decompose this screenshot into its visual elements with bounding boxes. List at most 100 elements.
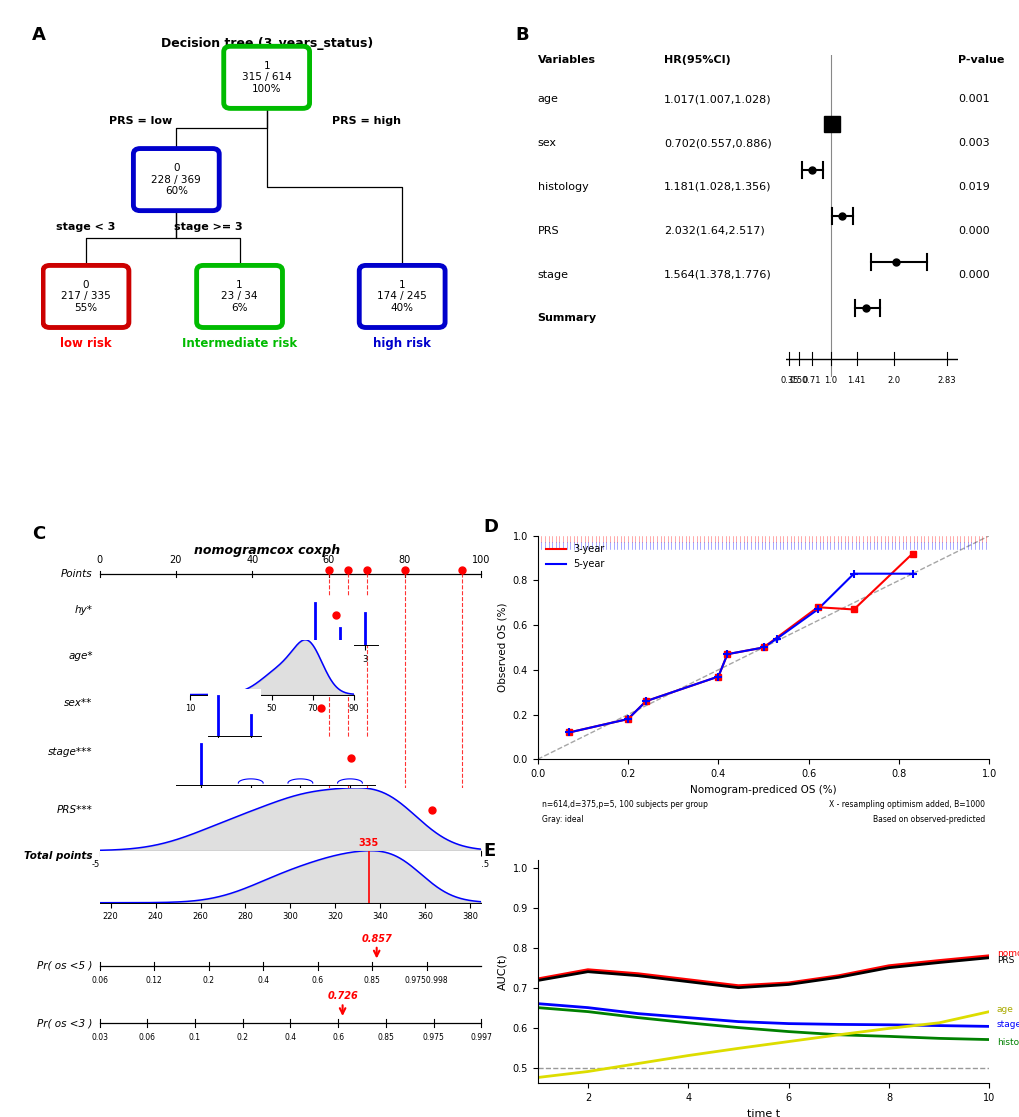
Text: 1
315 / 614
100%: 1 315 / 614 100% bbox=[242, 60, 291, 94]
Text: 0.12: 0.12 bbox=[146, 975, 162, 984]
Text: 0: 0 bbox=[97, 555, 103, 565]
Text: low risk: low risk bbox=[60, 337, 112, 351]
Text: 0.06: 0.06 bbox=[139, 1033, 156, 1042]
FancyBboxPatch shape bbox=[43, 266, 128, 327]
Text: sex: sex bbox=[537, 139, 556, 149]
5-year bbox=[757, 641, 769, 655]
Text: sex**: sex** bbox=[64, 698, 93, 708]
Text: 1
174 / 245
40%: 1 174 / 245 40% bbox=[377, 280, 427, 313]
Text: nomogramcox coxph: nomogramcox coxph bbox=[194, 544, 339, 557]
X-axis label: Nomogram-prediced OS (%): Nomogram-prediced OS (%) bbox=[690, 784, 836, 794]
Text: 0.003: 0.003 bbox=[957, 139, 988, 149]
Text: X - resampling optimism added, B=1000: X - resampling optimism added, B=1000 bbox=[828, 800, 984, 809]
3-year bbox=[847, 603, 859, 617]
5-year bbox=[770, 632, 783, 646]
Text: 0.4: 0.4 bbox=[257, 975, 269, 984]
Text: Decision tree (3_years_status): Decision tree (3_years_status) bbox=[160, 37, 372, 50]
Text: 0.2: 0.2 bbox=[236, 1033, 249, 1042]
Text: Pr( os <5 ): Pr( os <5 ) bbox=[38, 961, 93, 971]
Text: 0.726: 0.726 bbox=[327, 991, 358, 1001]
Text: n=614,d=375,p=5, 100 subjects per group: n=614,d=375,p=5, 100 subjects per group bbox=[542, 800, 707, 809]
Text: 0
217 / 335
55%: 0 217 / 335 55% bbox=[61, 280, 111, 313]
Text: 0.857: 0.857 bbox=[361, 934, 391, 944]
X-axis label: time t: time t bbox=[746, 1109, 780, 1117]
Text: 80: 80 bbox=[398, 555, 411, 565]
Text: 20: 20 bbox=[169, 555, 181, 565]
Text: 0.019: 0.019 bbox=[957, 182, 988, 192]
3-year bbox=[622, 713, 634, 726]
Text: PRS: PRS bbox=[537, 226, 558, 236]
Text: 0.997: 0.997 bbox=[470, 1033, 492, 1042]
Text: D: D bbox=[483, 518, 498, 536]
Text: age*: age* bbox=[68, 651, 93, 661]
Text: 1.564(1.378,1.776): 1.564(1.378,1.776) bbox=[663, 269, 771, 279]
Text: 0.06: 0.06 bbox=[91, 975, 108, 984]
Text: 0
228 / 369
60%: 0 228 / 369 60% bbox=[151, 163, 201, 197]
Text: 1.017(1.007,1.028): 1.017(1.007,1.028) bbox=[663, 94, 771, 104]
Text: age: age bbox=[537, 94, 558, 104]
5-year bbox=[639, 695, 651, 708]
5-year bbox=[720, 648, 733, 661]
Line: 3-year: 3-year bbox=[569, 554, 912, 733]
Text: Points: Points bbox=[61, 569, 93, 579]
Text: 0.000: 0.000 bbox=[957, 226, 988, 236]
Text: stage***: stage*** bbox=[48, 747, 93, 757]
Text: 0.6: 0.6 bbox=[332, 1033, 343, 1042]
3-year bbox=[639, 695, 651, 708]
Line: 5-year: 5-year bbox=[569, 574, 912, 733]
Text: HR(95%CI): HR(95%CI) bbox=[663, 56, 731, 66]
Text: Based on observed-predicted: Based on observed-predicted bbox=[872, 815, 984, 824]
Text: stage: stage bbox=[996, 1020, 1019, 1029]
Text: 0.000: 0.000 bbox=[957, 269, 988, 279]
FancyBboxPatch shape bbox=[359, 266, 444, 327]
Text: 100: 100 bbox=[472, 555, 490, 565]
5-year bbox=[562, 726, 575, 739]
3-year bbox=[811, 601, 823, 614]
Text: 0.03: 0.03 bbox=[91, 1033, 108, 1042]
Text: Pr( os <3 ): Pr( os <3 ) bbox=[38, 1019, 93, 1029]
5-year bbox=[622, 713, 634, 726]
FancyBboxPatch shape bbox=[133, 149, 219, 211]
Text: 0.702(0.557,0.886): 0.702(0.557,0.886) bbox=[663, 139, 771, 149]
3-year bbox=[906, 547, 918, 561]
5-year bbox=[847, 567, 859, 581]
3-year bbox=[562, 726, 575, 739]
Text: 0.6: 0.6 bbox=[311, 975, 323, 984]
Text: stage < 3: stage < 3 bbox=[56, 222, 115, 232]
Text: 0.85: 0.85 bbox=[377, 1033, 394, 1042]
FancyBboxPatch shape bbox=[197, 266, 282, 327]
Text: 2.032(1.64,2.517): 2.032(1.64,2.517) bbox=[663, 226, 764, 236]
Y-axis label: AUC(t): AUC(t) bbox=[496, 954, 506, 990]
3-year bbox=[720, 648, 733, 661]
Text: 0.9750.998: 0.9750.998 bbox=[405, 975, 448, 984]
Text: high risk: high risk bbox=[373, 337, 431, 351]
Text: PRS: PRS bbox=[996, 956, 1013, 965]
Y-axis label: Observed OS (%): Observed OS (%) bbox=[496, 603, 506, 693]
Text: 60: 60 bbox=[322, 555, 334, 565]
5-year bbox=[711, 670, 723, 684]
Text: 0.2: 0.2 bbox=[203, 975, 214, 984]
Text: PRS = high: PRS = high bbox=[331, 116, 400, 126]
Text: 1.181(1.028,1.356): 1.181(1.028,1.356) bbox=[663, 182, 771, 192]
Text: nomogram: nomogram bbox=[996, 949, 1019, 958]
Legend: 3-year, 5-year: 3-year, 5-year bbox=[542, 541, 608, 573]
Text: PRS***: PRS*** bbox=[57, 804, 93, 814]
Text: stage >= 3: stage >= 3 bbox=[173, 222, 242, 232]
3-year bbox=[757, 641, 769, 655]
3-year bbox=[711, 670, 723, 684]
Text: Summary: Summary bbox=[537, 314, 596, 324]
Text: age: age bbox=[996, 1005, 1013, 1014]
Text: 0.1: 0.1 bbox=[189, 1033, 201, 1042]
Text: B: B bbox=[515, 26, 528, 45]
Text: Total points: Total points bbox=[24, 851, 93, 861]
Text: Variables: Variables bbox=[537, 56, 595, 66]
Text: 0.975: 0.975 bbox=[422, 1033, 444, 1042]
5-year bbox=[811, 603, 823, 617]
5-year bbox=[906, 567, 918, 581]
Text: 0.4: 0.4 bbox=[284, 1033, 297, 1042]
Text: stage: stage bbox=[537, 269, 569, 279]
Text: A: A bbox=[32, 26, 46, 45]
Text: 0.001: 0.001 bbox=[957, 94, 988, 104]
Text: 1
23 / 34
6%: 1 23 / 34 6% bbox=[221, 280, 258, 313]
Text: P-value: P-value bbox=[957, 56, 1003, 66]
